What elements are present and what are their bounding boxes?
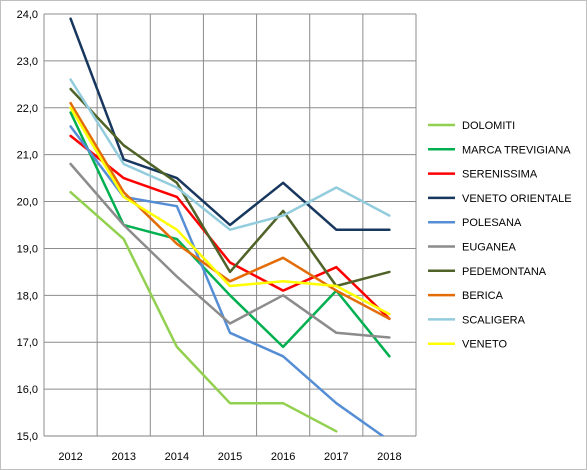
x-tick-label: 2016 xyxy=(271,451,295,463)
y-tick-label: 23,0 xyxy=(17,56,38,68)
y-tick-label: 20,0 xyxy=(17,197,38,209)
y-tick-label: 19,0 xyxy=(17,243,38,255)
y-tick-label: 18,0 xyxy=(17,290,38,302)
series-line-scaligera xyxy=(69,78,391,231)
x-tick-label: 2013 xyxy=(111,451,135,463)
series-line-berica xyxy=(69,101,391,321)
x-axis-tick-labels: 2012 2013 2014 2015 2016 2017 2018 xyxy=(58,451,401,463)
series-line-veneto-orientale xyxy=(69,17,391,231)
gridlines xyxy=(43,13,417,437)
y-tick-label: 22,0 xyxy=(17,103,38,115)
series-line-dolomiti xyxy=(69,190,338,433)
legend-label: MARCA TREVIGIANA xyxy=(462,144,571,156)
legend-label: SCALIGERA xyxy=(462,314,526,326)
legend-label: PEDEMONTANA xyxy=(462,266,547,278)
legend-label: SERENISSIMA xyxy=(462,169,538,181)
legend-label: BERICA xyxy=(462,290,504,302)
y-tick-label: 15,0 xyxy=(17,431,38,443)
series-line-euganea xyxy=(69,162,391,339)
legend-label: POLESANA xyxy=(462,217,522,229)
legend-label: EUGANEA xyxy=(462,242,516,254)
x-tick-label: 2017 xyxy=(324,451,348,463)
legend-label: VENETO ORIENTALE xyxy=(462,193,572,205)
x-tick-label: 2015 xyxy=(218,451,242,463)
x-tick-label: 2012 xyxy=(58,451,82,463)
series-line-serenissima xyxy=(69,134,391,321)
y-tick-label: 17,0 xyxy=(17,337,38,349)
series-lines xyxy=(69,17,391,436)
legend-label: VENETO xyxy=(462,339,507,351)
y-tick-label: 16,0 xyxy=(17,384,38,396)
y-tick-label: 21,0 xyxy=(17,150,38,162)
x-tick-label: 2014 xyxy=(165,451,189,463)
y-tick-label: 24,0 xyxy=(17,9,38,21)
legend-label: DOLOMITI xyxy=(462,120,515,132)
x-tick-label: 2018 xyxy=(377,451,401,463)
legend: DOLOMITI MARCA TREVIGIANA SERENISSIMA VENET… xyxy=(428,120,572,351)
y-axis-tick-labels: 15,0 16,0 17,0 18,0 19,0 20,0 21,0 22,0 23,0 24,0 xyxy=(17,9,38,443)
series-line-veneto xyxy=(69,106,391,316)
